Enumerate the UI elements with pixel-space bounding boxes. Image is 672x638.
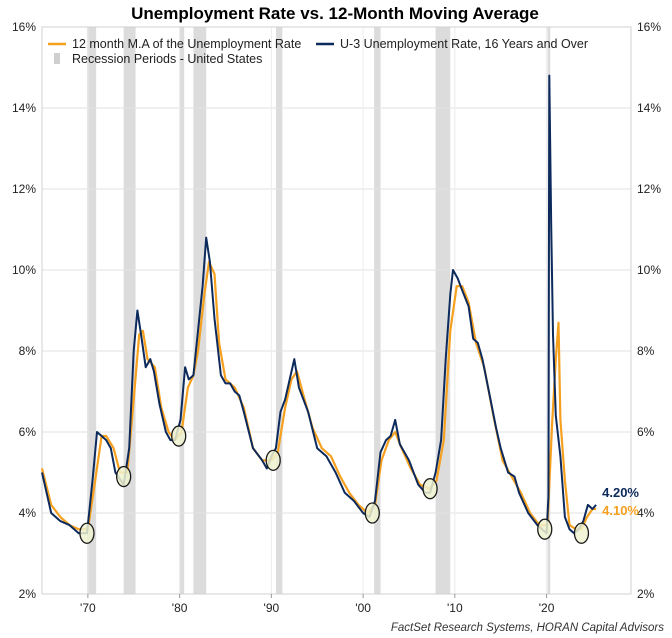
y-tick-left-6: 14%: [12, 101, 36, 115]
source-note: FactSet Research Systems, HORAN Capital …: [391, 622, 664, 634]
trough-marker-1: [116, 465, 132, 488]
y-tick-right-5: 12%: [637, 182, 661, 196]
recession-band-5: [374, 27, 381, 594]
trough-markers: [79, 425, 590, 544]
series-lines: [40, 74, 597, 535]
end-label-ur: 4.20%: [602, 485, 639, 500]
y-tick-left-1: 4%: [19, 506, 37, 520]
trough-marker-2: [171, 425, 187, 447]
y-tick-right-1: 4%: [637, 506, 655, 520]
plot-border: [41, 26, 632, 595]
recession-band-6: [435, 27, 451, 594]
trough-marker-5: [422, 478, 438, 500]
y-tick-left-7: 16%: [12, 20, 36, 34]
legend: 12 month M.A of the Unemployment Rate U-…: [48, 37, 588, 66]
x-axis: '70 '80 '90 '00 '10 '20: [80, 594, 555, 615]
trough-marker-6: [537, 518, 553, 540]
x-tick-label-1: '80: [172, 601, 188, 615]
y-axis-left: 2% 4% 6% 8% 10% 12% 14% 16%: [12, 20, 36, 601]
y-tick-right-4: 10%: [637, 263, 661, 277]
legend-ur-label: U-3 Unemployment Rate, 16 Years and Over: [340, 37, 588, 51]
x-tick-label-0: '70: [80, 601, 96, 615]
x-tick-label-3: '00: [355, 601, 371, 615]
y-tick-right-7: 16%: [637, 20, 661, 34]
legend-recession-swatch: [54, 53, 60, 64]
recession-band-0: [86, 27, 97, 594]
chart-title: Unemployment Rate vs. 12-Month Moving Av…: [131, 4, 539, 23]
x-tick-label-2: '90: [264, 601, 280, 615]
gridlines: [41, 26, 632, 595]
end-labels: 4.20% 4.10%: [602, 485, 639, 518]
recession-band-4: [275, 27, 283, 594]
y-tick-right-2: 6%: [637, 425, 655, 439]
recession-band-2: [179, 27, 185, 594]
trough-marker-3: [265, 449, 281, 472]
legend-recession-label: Recession Periods - United States: [72, 52, 262, 66]
x-tick-label-4: '10: [447, 601, 463, 615]
end-label-ma: 4.10%: [602, 503, 639, 518]
series-line-ur: [41, 74, 597, 535]
y-tick-left-5: 12%: [12, 182, 36, 196]
trough-marker-0: [79, 522, 95, 544]
legend-ma-label: 12 month M.A of the Unemployment Rate: [72, 37, 301, 51]
y-tick-left-2: 6%: [19, 425, 37, 439]
y-tick-right-6: 14%: [637, 101, 661, 115]
y-tick-right-0: 2%: [637, 587, 655, 601]
recession-band-1: [123, 27, 136, 594]
y-axis-right: 2% 4% 6% 8% 10% 12% 14% 16%: [637, 20, 661, 601]
y-tick-left-4: 10%: [12, 263, 36, 277]
y-tick-left-3: 8%: [19, 344, 37, 358]
x-tick-label-5: '20: [539, 601, 555, 615]
series-line-ma: [40, 260, 597, 531]
y-tick-right-3: 8%: [637, 344, 655, 358]
trough-marker-7: [573, 522, 590, 544]
trough-marker-4: [364, 502, 380, 524]
y-tick-left-0: 2%: [19, 587, 37, 601]
